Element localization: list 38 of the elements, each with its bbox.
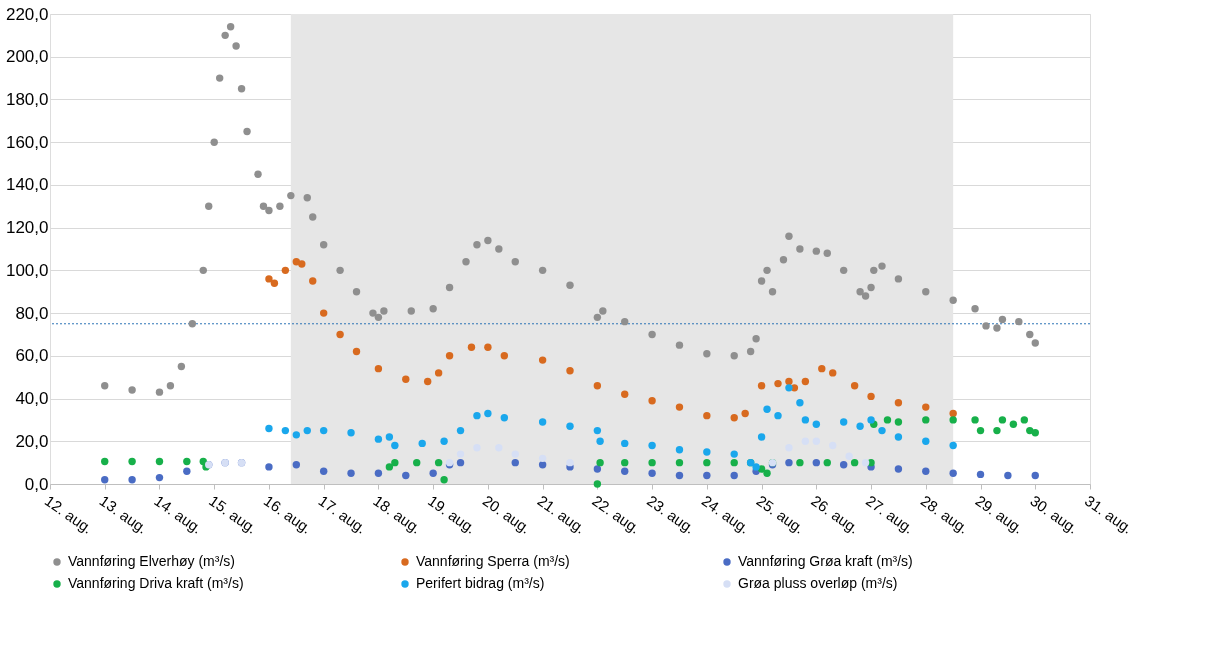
legend-label: Vannføring Driva kraft (m³/s) <box>68 575 244 591</box>
legend-label: Perifert bidrag (m³/s) <box>416 575 545 591</box>
x-tick-label: 25. aug. <box>753 491 808 537</box>
y-tick-label: 200,0 <box>5 47 49 67</box>
x-tick-label: 14. aug. <box>151 491 206 537</box>
y-tick-label: 120,0 <box>5 218 49 238</box>
x-tick-label: 30. aug. <box>1027 491 1082 537</box>
x-tick-label: 19. aug. <box>425 491 480 537</box>
y-tick-label: 80,0 <box>15 303 49 323</box>
y-tick-label: 20,0 <box>15 431 49 451</box>
x-tick-label: 23. aug. <box>644 491 699 537</box>
x-tick-label: 27. aug. <box>862 491 918 537</box>
y-tick-label: 100,0 <box>5 260 49 280</box>
x-tick-label: 15. aug. <box>206 491 261 537</box>
x-tick-label: 22. aug. <box>589 491 644 537</box>
y-tick-label: 160,0 <box>5 132 49 152</box>
x-tick-label: 18. aug. <box>370 491 425 537</box>
x-tick-label: 31. aug. <box>1081 491 1137 537</box>
x-tick-label: 26. aug. <box>808 491 863 537</box>
x-tick-label: 29. aug. <box>972 491 1027 537</box>
y-tick-label: 60,0 <box>15 346 49 366</box>
legend-label: Grøa pluss overløp (m³/s) <box>738 575 898 591</box>
x-tick-label: 12. aug. <box>41 491 97 537</box>
y-tick-label: 180,0 <box>5 89 49 109</box>
legend-label: Vannføring Elverhøy (m³/s) <box>68 553 235 569</box>
x-tick-label: 13. aug. <box>96 491 151 537</box>
legend-label: Vannføring Sperra (m³/s) <box>416 553 570 569</box>
legend-label: Vannføring Grøa kraft (m³/s) <box>738 553 913 569</box>
x-tick-label: 21. aug. <box>534 491 589 537</box>
y-tick-label: 140,0 <box>5 175 49 195</box>
y-tick-label: 220,0 <box>5 4 49 24</box>
x-tick-label: 24. aug. <box>698 491 753 537</box>
x-tick-label: 20. aug. <box>479 491 534 537</box>
y-tick-label: 0,0 <box>24 474 49 494</box>
x-tick-label: 17. aug. <box>315 491 370 537</box>
x-tick-label: 16. aug. <box>260 491 316 537</box>
y-tick-label: 40,0 <box>15 389 49 409</box>
x-tick-label: 28. aug. <box>917 491 972 537</box>
